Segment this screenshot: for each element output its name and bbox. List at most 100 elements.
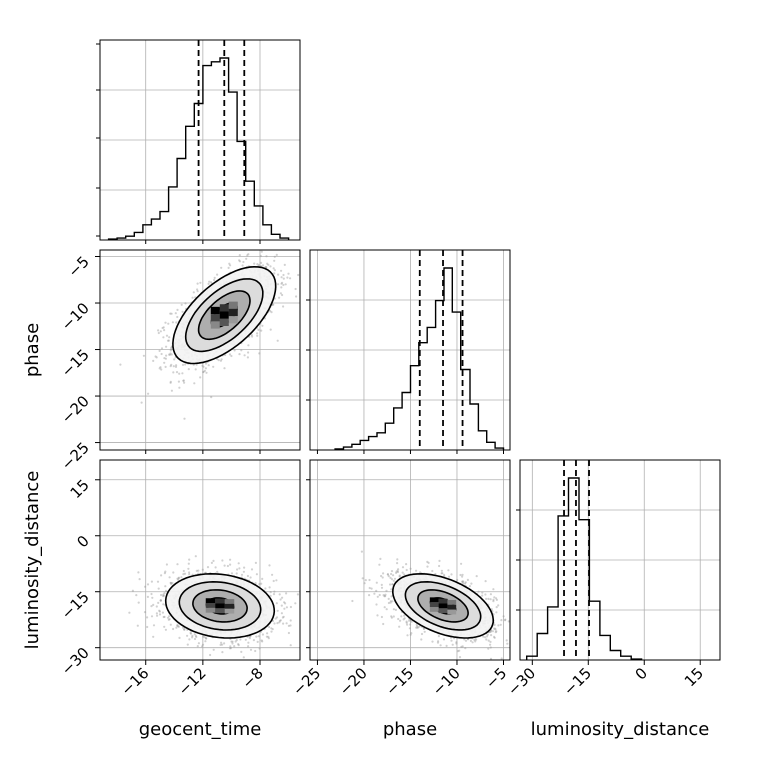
scatter-point bbox=[160, 347, 164, 350]
scatter-point bbox=[278, 621, 281, 624]
scatter-point bbox=[176, 315, 179, 319]
density-cell bbox=[210, 321, 220, 329]
scatter-point bbox=[238, 259, 241, 262]
scatter-point bbox=[235, 572, 238, 575]
scatter-point bbox=[427, 561, 430, 565]
scatter-point bbox=[194, 555, 197, 558]
scatter-point bbox=[473, 638, 476, 642]
scatter-point bbox=[361, 577, 364, 580]
scatter-point bbox=[213, 276, 216, 279]
scatter-point bbox=[409, 567, 412, 570]
scatter-point bbox=[223, 564, 226, 567]
scatter-point bbox=[230, 354, 233, 358]
scatter-point bbox=[438, 564, 441, 568]
scatter-point bbox=[192, 291, 195, 294]
scatter-point bbox=[385, 608, 388, 611]
scatter-point bbox=[492, 598, 495, 601]
scatter-point bbox=[238, 353, 241, 356]
scatter-point bbox=[445, 644, 448, 648]
scatter-point bbox=[172, 627, 175, 631]
scatter-point bbox=[276, 339, 279, 342]
scatter-point bbox=[169, 353, 172, 356]
scatter-point bbox=[165, 334, 169, 337]
scatter-point bbox=[162, 603, 165, 606]
scatter-point bbox=[176, 308, 179, 311]
scatter-point bbox=[177, 578, 180, 581]
scatter-point bbox=[249, 576, 252, 579]
scatter-point bbox=[270, 630, 273, 633]
scatter-point bbox=[461, 645, 464, 648]
scatter-point bbox=[175, 364, 178, 367]
scatter-point bbox=[264, 266, 267, 269]
scatter-point bbox=[461, 575, 464, 578]
scatter-point bbox=[159, 599, 162, 602]
scatter-point bbox=[212, 365, 215, 368]
scatter-point bbox=[228, 647, 232, 650]
scatter-point bbox=[255, 635, 258, 638]
scatter-point bbox=[269, 594, 272, 598]
scatter-point bbox=[387, 575, 390, 578]
density-cell bbox=[224, 603, 235, 609]
scatter-point bbox=[390, 570, 394, 573]
scatter-point bbox=[485, 597, 488, 601]
scatter-point bbox=[439, 644, 442, 647]
scatter-point bbox=[146, 616, 149, 619]
scatter-point bbox=[242, 260, 245, 264]
scatter-point bbox=[166, 339, 170, 342]
scatter-point bbox=[168, 336, 171, 339]
scatter-point bbox=[378, 593, 381, 597]
scatter-point bbox=[186, 643, 189, 646]
scatter-point bbox=[169, 581, 172, 584]
scatter-point bbox=[170, 353, 173, 356]
scatter-point bbox=[458, 656, 462, 659]
scatter-point bbox=[256, 334, 259, 337]
scatter-point bbox=[170, 583, 173, 586]
scatter-point bbox=[165, 345, 168, 348]
scatter-point bbox=[248, 637, 251, 640]
scatter-point bbox=[470, 582, 473, 585]
scatter-point bbox=[279, 619, 282, 622]
scatter-point bbox=[187, 567, 190, 570]
scatter-point bbox=[199, 376, 202, 379]
scatter-point bbox=[174, 312, 177, 315]
scatter-point bbox=[289, 624, 292, 627]
scatter-point bbox=[393, 577, 397, 580]
scatter-point bbox=[485, 635, 489, 638]
scatter-point bbox=[183, 381, 186, 384]
scatter-point bbox=[162, 326, 165, 329]
scatter-point bbox=[219, 359, 222, 362]
scatter-point bbox=[220, 358, 223, 361]
scatter-point bbox=[484, 580, 487, 583]
scatter-point bbox=[202, 371, 205, 374]
scatter-point bbox=[247, 344, 250, 347]
scatter-point bbox=[204, 640, 207, 643]
scatter-point bbox=[392, 615, 395, 618]
scatter-point bbox=[223, 642, 226, 645]
scatter-point bbox=[163, 615, 166, 619]
scatter-point bbox=[431, 569, 434, 573]
scatter-point bbox=[420, 638, 423, 641]
scatter-point bbox=[217, 359, 220, 362]
scatter-point bbox=[227, 266, 230, 269]
density-cell bbox=[205, 603, 216, 608]
scatter-point bbox=[277, 283, 280, 286]
scatter-point bbox=[442, 638, 446, 641]
scatter-point bbox=[160, 574, 163, 577]
scatter-point bbox=[280, 269, 283, 272]
scatter-point bbox=[229, 647, 232, 650]
scatter-point bbox=[268, 586, 271, 589]
scatter-point bbox=[376, 614, 379, 617]
scatter-point bbox=[386, 573, 389, 576]
scatter-point bbox=[389, 601, 392, 604]
scatter-point bbox=[169, 365, 172, 368]
scatter-point bbox=[405, 563, 408, 566]
scatter-point bbox=[269, 591, 272, 594]
scatter-point bbox=[196, 645, 199, 648]
scatter-point bbox=[282, 615, 285, 618]
scatter-point bbox=[276, 622, 279, 625]
scatter-point bbox=[398, 575, 401, 578]
scatter-point bbox=[202, 635, 205, 638]
scatter-point bbox=[228, 353, 232, 356]
scatter-point bbox=[196, 288, 199, 291]
scatter-point bbox=[181, 626, 185, 629]
